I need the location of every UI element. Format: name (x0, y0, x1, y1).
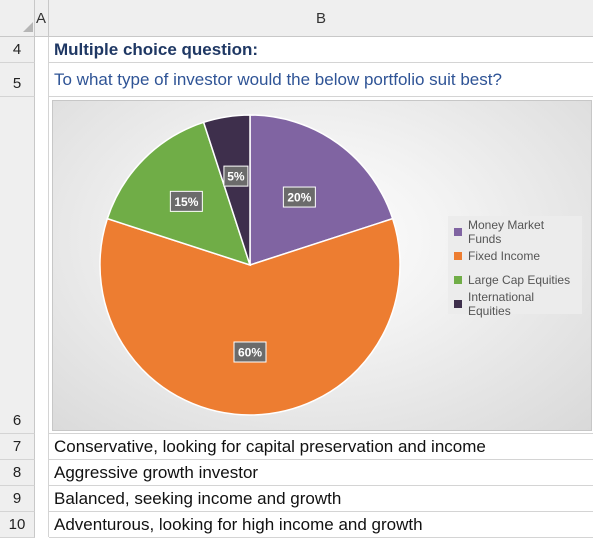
cell-b4[interactable]: Multiple choice question: (49, 37, 593, 63)
legend-swatch (454, 276, 462, 284)
row-header-10[interactable]: 10 (0, 512, 35, 538)
cell-b9[interactable]: Balanced, seeking income and growth (49, 486, 593, 512)
legend-item-fixed-income: Fixed Income (454, 244, 576, 268)
data-label-box (233, 341, 267, 363)
data-label-box (223, 165, 249, 187)
data-label-box (169, 190, 203, 212)
data-label-1: 60% (233, 341, 267, 363)
legend-item-money-market: Money Market Funds (454, 218, 576, 246)
legend-swatch (454, 228, 462, 236)
data-label-box (282, 186, 316, 208)
data-label-text: 20% (287, 191, 311, 205)
column-header-b[interactable]: B (49, 0, 593, 37)
row-header-8[interactable]: 8 (0, 460, 35, 486)
row-header-7[interactable]: 7 (0, 434, 35, 460)
cell-b10[interactable]: Adventurous, looking for high income and… (49, 512, 593, 538)
select-all-corner[interactable] (0, 0, 35, 37)
row-header-5[interactable]: 5 (0, 63, 35, 97)
pie-slice-3[interactable] (202, 114, 251, 266)
data-label-text: 15% (174, 195, 198, 209)
portfolio-pie-chart[interactable]: 20% 60% 15% 5% (52, 100, 592, 431)
cell-b7[interactable]: Conservative, looking for capital preser… (49, 434, 593, 460)
legend-swatch (454, 252, 462, 260)
row-header-6[interactable]: 6 (0, 97, 35, 434)
pie-slice-0[interactable] (249, 114, 394, 267)
data-label-2: 15% (169, 190, 203, 212)
chart-legend[interactable]: Money Market Funds Fixed Income Large Ca… (448, 216, 582, 318)
data-label-0: 20% (282, 186, 316, 208)
column-header-a[interactable]: A (35, 0, 49, 37)
row-header-9[interactable]: 9 (0, 486, 35, 512)
legend-swatch (454, 300, 462, 308)
cell-b8[interactable]: Aggressive growth investor (49, 460, 593, 486)
legend-label: International Equities (468, 290, 535, 318)
select-all-triangle-icon (23, 22, 33, 32)
pie-slice-1[interactable] (99, 217, 401, 416)
legend-label: Fixed Income (468, 249, 541, 263)
legend-label: Money Market Funds (468, 218, 545, 246)
data-label-text: 60% (238, 346, 262, 360)
column-a-gridline (48, 37, 49, 537)
cell-b6[interactable] (49, 97, 593, 434)
data-label-text: 5% (227, 170, 245, 184)
legend-label: Large Cap Equities (468, 273, 571, 287)
pie-chart-plot: 20% 60% 15% 5% (99, 114, 401, 416)
row-header-4[interactable]: 4 (0, 37, 35, 63)
data-label-3: 5% (223, 165, 249, 187)
legend-item-large-cap: Large Cap Equities (454, 268, 576, 292)
legend-item-international: International Equities (454, 290, 576, 318)
cell-b5[interactable]: To what type of investor would the below… (49, 63, 593, 97)
